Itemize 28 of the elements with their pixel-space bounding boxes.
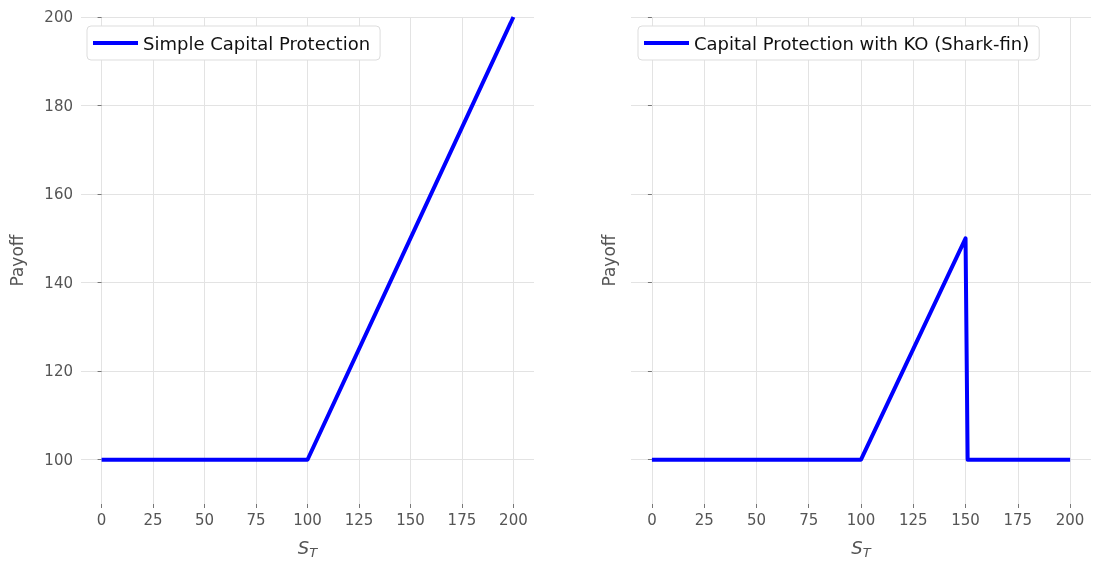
x-tick-label: 125 xyxy=(898,510,928,529)
y-tick-label: 160 xyxy=(44,185,73,204)
x-tick-label: 175 xyxy=(1003,510,1033,529)
y-tick-label: 140 xyxy=(44,273,73,292)
legend-label: Simple Capital Protection xyxy=(143,32,371,54)
y-tick-label: 120 xyxy=(44,362,73,381)
y-tick-label: 180 xyxy=(44,96,73,115)
x-tick-label: 125 xyxy=(344,510,374,529)
x-tick-label: 50 xyxy=(195,510,215,529)
x-tick-label: 75 xyxy=(799,510,819,529)
x-tick-label: 0 xyxy=(647,510,657,529)
y-tick-label: 200 xyxy=(44,8,73,26)
x-tick-label: 100 xyxy=(846,510,876,529)
y-axis-title: Payoff xyxy=(598,233,619,287)
legend-label: Capital Protection with KO (Shark-fin) xyxy=(694,32,1030,54)
x-tick-label: 75 xyxy=(246,510,266,529)
x-tick-label: 150 xyxy=(951,510,980,529)
x-tick-label: 25 xyxy=(694,510,714,529)
x-tick-label: 0 xyxy=(96,510,107,529)
x-tick-label: 200 xyxy=(1055,510,1085,529)
x-tick-label: 100 xyxy=(293,510,322,529)
x-tick-label: 200 xyxy=(499,510,528,529)
x-tick-label: 50 xyxy=(746,510,766,529)
x-tick-label: 25 xyxy=(143,510,163,529)
y-axis-title: Payoff xyxy=(6,233,27,287)
x-tick-label: 175 xyxy=(447,510,477,529)
x-tick-label: 150 xyxy=(396,510,425,529)
y-tick-label: 100 xyxy=(44,450,73,469)
